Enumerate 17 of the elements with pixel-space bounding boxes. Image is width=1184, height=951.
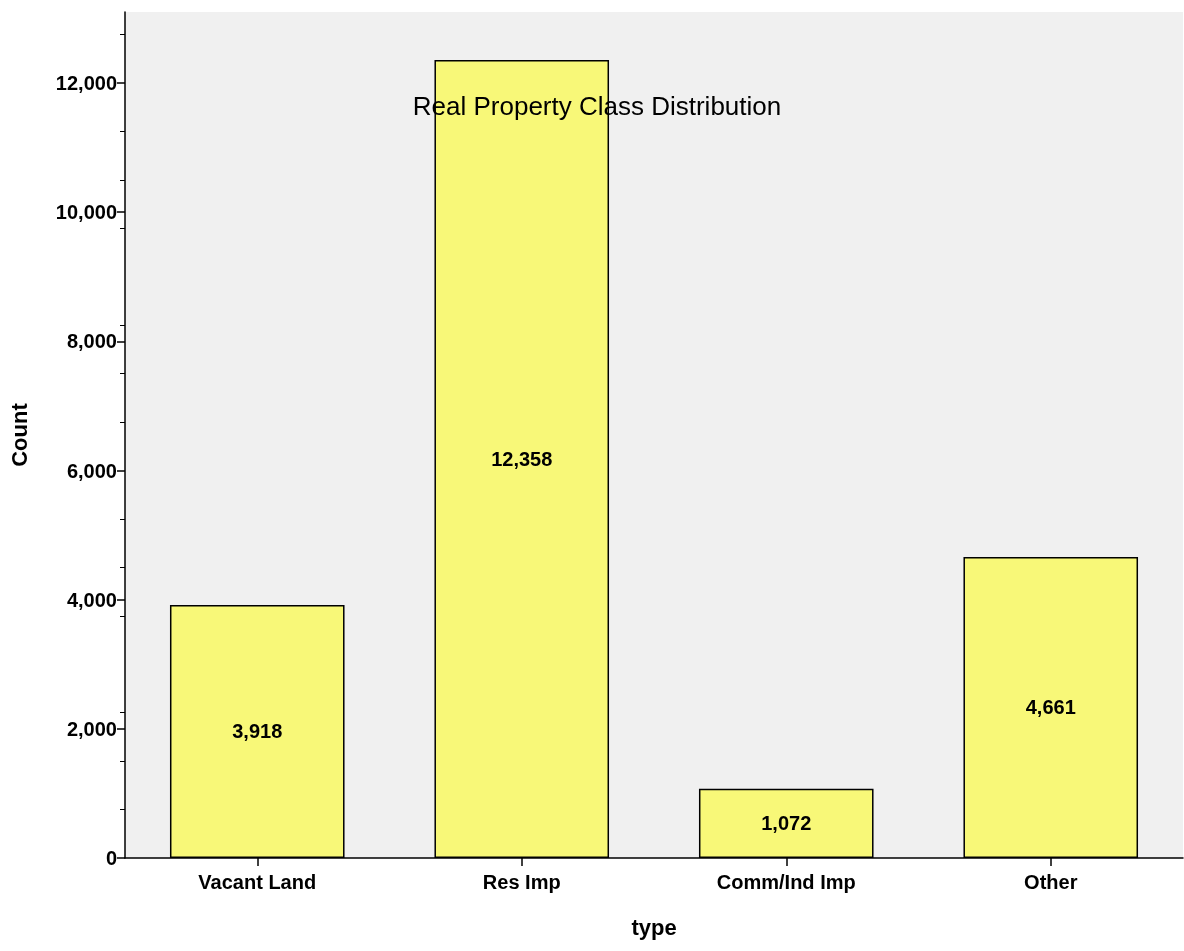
x-tick-label: Comm/Ind Imp [716,871,856,893]
y-tick-label: 10,000 [55,201,117,224]
y-tick-label: 4,000 [66,588,117,611]
x-tick-label: Res Imp [482,871,561,893]
y-tick-label: 2,000 [66,717,117,740]
y-axis-title: Count [6,402,32,467]
y-tick-label: 0 [105,847,117,869]
data-label: 4,661 [1025,696,1076,719]
y-tick-label: 8,000 [66,330,117,353]
x-tick-label: Vacant Land [198,871,317,893]
x-tick-label: Other [1024,871,1078,893]
data-label: 3,918 [232,720,283,743]
data-label: 12,358 [491,447,553,470]
y-tick-label: 6,000 [66,459,117,482]
data-label: 1,072 [761,812,812,835]
y-tick-label: 12,000 [55,72,117,95]
x-axis-title: type [631,914,677,940]
